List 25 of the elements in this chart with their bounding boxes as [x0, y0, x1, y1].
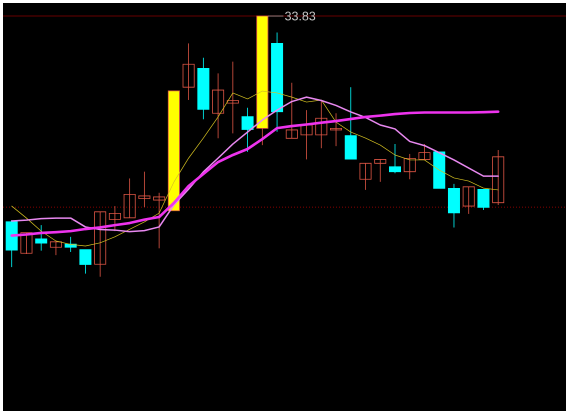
candlestick: [94, 211, 106, 278]
candlestick: [374, 159, 386, 182]
candlestick: [360, 162, 372, 190]
candlestick: [138, 171, 150, 208]
annotation: 33.83: [285, 12, 316, 20]
candlestick: [182, 43, 195, 100]
candlestick: [79, 249, 92, 274]
candlestick: [226, 61, 239, 134]
candlestick: [404, 154, 416, 180]
candlestick: [124, 178, 136, 218]
candlestick: [315, 100, 328, 149]
candlestick: [153, 192, 166, 249]
candlestick: [462, 186, 475, 214]
candlestick: [492, 150, 504, 206]
candlestick: [344, 86, 357, 160]
candlestick: [35, 224, 48, 252]
candlestick: [50, 241, 62, 256]
candlestick: [242, 107, 254, 152]
candlestick: [389, 144, 402, 174]
candlestick: [330, 112, 342, 147]
candlestick: [418, 144, 430, 160]
candlestick: [20, 232, 32, 254]
candlestick: [286, 82, 298, 139]
candlestick: [212, 72, 224, 139]
candlestick: [477, 189, 490, 210]
